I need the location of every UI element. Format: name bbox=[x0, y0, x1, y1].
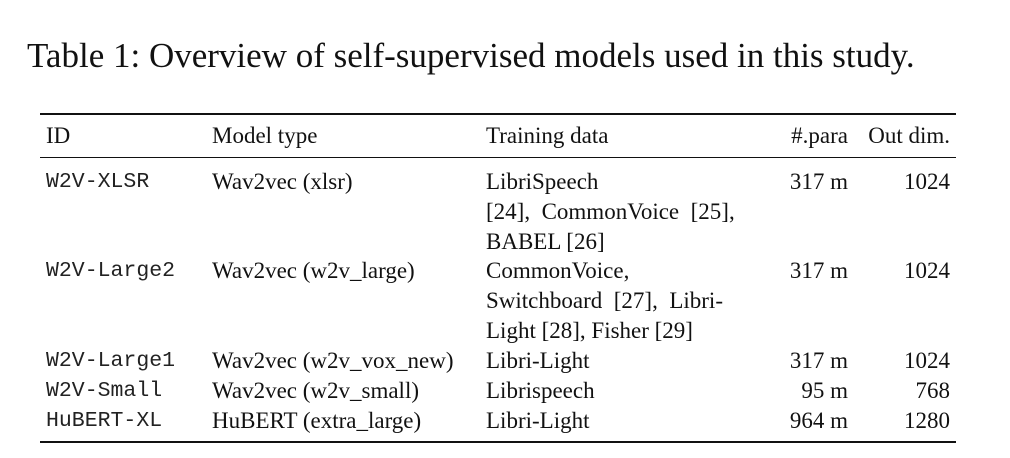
row-2-params: 317 m bbox=[789, 258, 848, 283]
row-3-training: Libri-Light bbox=[486, 348, 590, 373]
row-2-id: W2V-Large2 bbox=[46, 259, 176, 283]
header-model-type: Model type bbox=[212, 123, 318, 148]
header-training-data: Training data bbox=[486, 123, 609, 148]
row-3-id: W2V-Large1 bbox=[46, 349, 176, 373]
row-1-training-line-3: BABEL [26] bbox=[486, 229, 605, 254]
row-1-model: Wav2vec (xlsr) bbox=[212, 169, 353, 194]
row-5-params: 964 m bbox=[789, 408, 848, 433]
row-1-training-line-1: LibriSpeech bbox=[486, 169, 599, 194]
row-2-training: CommonVoice, Switchboard [27], Libri- Li… bbox=[486, 256, 771, 346]
row-2-model: Wav2vec (w2v_large) bbox=[212, 258, 415, 283]
row-2-training-line-3: Light [28], Fisher [29] bbox=[486, 318, 693, 343]
table-top-rule bbox=[40, 113, 956, 115]
row-5-model: HuBERT (extra_large) bbox=[212, 408, 422, 433]
row-1-params: 317 m bbox=[789, 169, 848, 194]
header-out-dim: Out dim. bbox=[868, 123, 950, 148]
row-1-training-line-2: [24], CommonVoice [25], bbox=[486, 199, 735, 224]
row-2-out-dim: 1024 bbox=[904, 258, 950, 283]
row-4-id: W2V-Small bbox=[46, 379, 163, 403]
header-params: #.para bbox=[791, 123, 848, 148]
table-header-rule bbox=[40, 157, 956, 158]
row-4-training: Librispeech bbox=[486, 378, 595, 403]
row-3-out-dim: 1024 bbox=[904, 348, 950, 373]
row-4-out-dim: 768 bbox=[915, 378, 951, 403]
row-5-out-dim: 1280 bbox=[904, 408, 950, 433]
header-id: ID bbox=[46, 123, 71, 148]
row-1-training: LibriSpeech [24], CommonVoice [25], BABE… bbox=[486, 167, 771, 257]
row-5-id: HuBERT-XL bbox=[46, 409, 163, 433]
row-4-model: Wav2vec (w2v_small) bbox=[212, 378, 419, 403]
row-1-out-dim: 1024 bbox=[904, 169, 950, 194]
table-bottom-rule bbox=[40, 441, 956, 443]
table-caption: Table 1: Overview of self-supervised mod… bbox=[27, 36, 915, 75]
row-2-training-line-2: Switchboard [27], Libri- bbox=[486, 288, 723, 313]
row-3-params: 317 m bbox=[789, 348, 848, 373]
row-3-model: Wav2vec (w2v_vox_new) bbox=[212, 348, 454, 373]
row-1-id: W2V-XLSR bbox=[46, 170, 150, 194]
row-4-params: 95 m bbox=[801, 378, 848, 403]
row-5-training: Libri-Light bbox=[486, 408, 590, 433]
row-2-training-line-1: CommonVoice, bbox=[486, 258, 630, 283]
